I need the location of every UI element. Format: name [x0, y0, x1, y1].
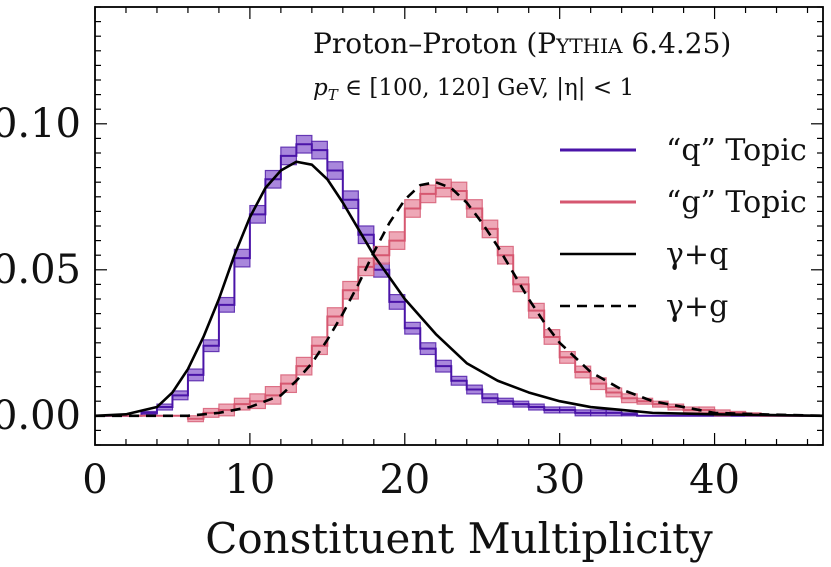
legend-label: γ+g [666, 289, 728, 324]
x-tick-label: 40 [689, 457, 740, 503]
chart-title: Proton–Proton (Pythia 6.4.25) [313, 27, 731, 60]
legend-label: “q” Topic [666, 133, 807, 168]
series-q-curve [95, 160, 823, 418]
x-tick-label: 20 [379, 457, 430, 503]
y-tick-label: 0.05 [0, 247, 81, 293]
y-tick-label: 0.10 [0, 101, 81, 147]
x-tick-label: 10 [224, 457, 275, 503]
plot-area [95, 134, 823, 423]
series-g-topic-steps [95, 187, 823, 420]
x-tick-label: 30 [534, 457, 585, 503]
legend-label: γ+q [666, 237, 728, 272]
chart-subtitle: pT ∈ [100, 120] GeV, |η| < 1 [313, 75, 634, 104]
legend: “q” Topic “g” Topic γ+q γ+g [560, 133, 807, 324]
y-tick-label: 0.00 [0, 393, 81, 439]
x-tick-label: 0 [82, 457, 107, 503]
x-axis-label: Constituent Multiplicity [205, 514, 713, 563]
legend-label: “g” Topic [666, 185, 807, 220]
generator-name: Pythia [537, 27, 623, 60]
series-q-topic-steps [95, 143, 823, 417]
series-g-curve [95, 180, 823, 418]
axis-ticks: 0 10 20 30 40 0.00 0.05 0.10 [0, 6, 823, 503]
